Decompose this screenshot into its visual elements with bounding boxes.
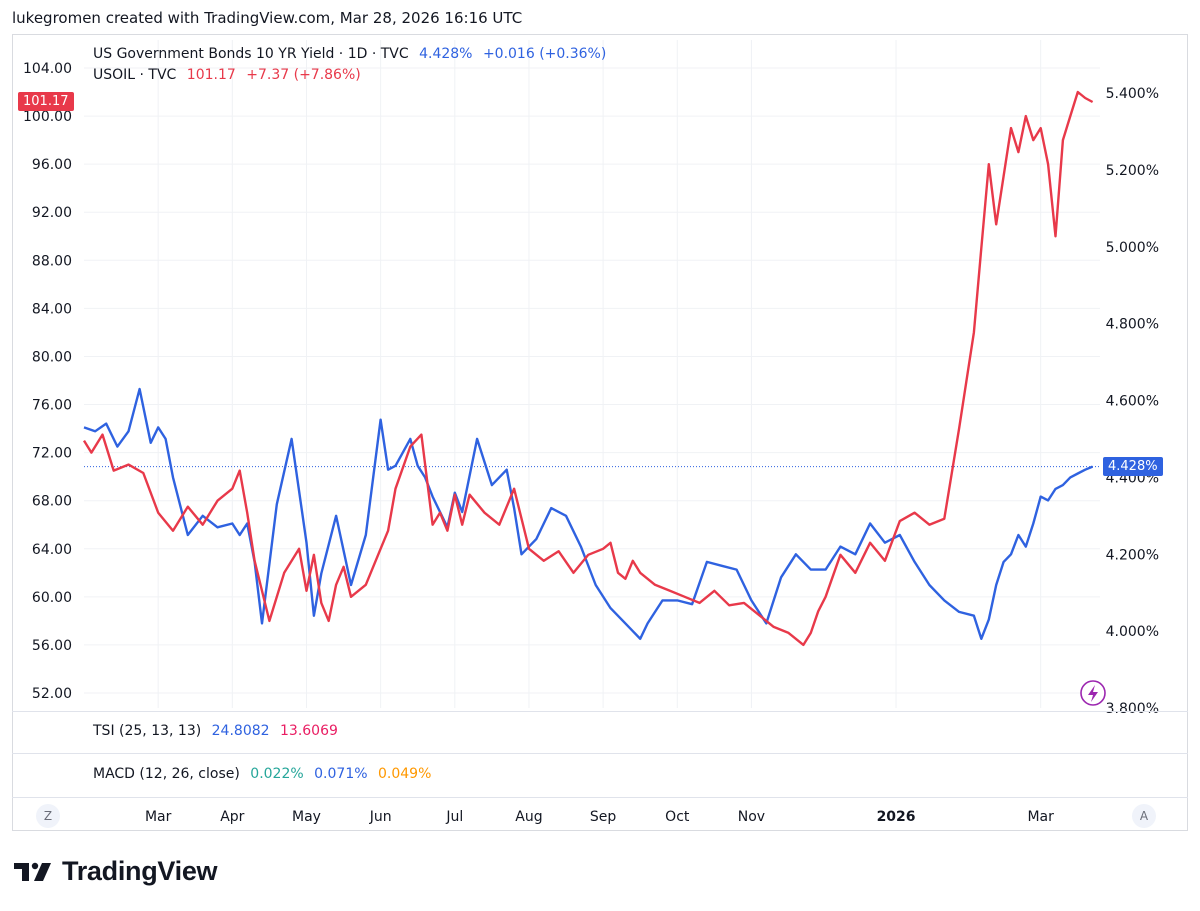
- left-tick-label: 72.00: [32, 446, 72, 462]
- right-tick-label: 4.600%: [1106, 394, 1159, 410]
- left-tick-label: 64.00: [32, 542, 72, 558]
- time-tick-label: Mar: [1027, 809, 1054, 825]
- left-tick-label: 60.00: [32, 590, 72, 606]
- macd-value-3: 0.049%: [377, 766, 432, 782]
- bond-legend-name: US Government Bonds 10 YR Yield · 1D · T…: [93, 46, 409, 62]
- left-tick-label: 96.00: [32, 157, 72, 173]
- left-tick-label: 68.00: [32, 494, 72, 510]
- time-axis: Mar Apr May Jun Jul Aug Sep Oct Nov 2026 Mar: [145, 809, 1054, 825]
- right-tick-label: 5.000%: [1106, 240, 1159, 256]
- time-tick-label: 2026: [877, 809, 916, 825]
- right-tick-label: 3.800%: [1106, 701, 1159, 717]
- pane-divider[interactable]: [12, 753, 1188, 754]
- left-tick-label: 56.00: [32, 638, 72, 654]
- macd-legend: MACD (12, 26, close) 0.022% 0.071% 0.049…: [93, 766, 437, 782]
- bond-legend-change: +0.016 (+0.36%): [482, 46, 607, 62]
- macd-value-2: 0.071%: [314, 766, 368, 782]
- left-tick-label: 52.00: [32, 686, 72, 702]
- tradingview-logo-icon: [14, 862, 51, 881]
- oil-legend-change: +7.37 (+7.86%): [246, 67, 361, 83]
- time-tick-label: Aug: [515, 809, 542, 825]
- bond-yield-series-line: [83, 387, 1094, 640]
- oil-legend: USOIL · TVC 101.17 +7.37 (+7.86%): [93, 67, 367, 83]
- lightning-icon[interactable]: [1080, 680, 1106, 706]
- left-tick-label: 104.00: [23, 61, 72, 77]
- left-tick-label: 80.00: [32, 349, 72, 365]
- left-price-axis: 104.00 100.00 96.00 92.00 88.00 84.00 80.00 76.…: [23, 61, 72, 702]
- oil-price-tag: 101.17: [18, 92, 74, 111]
- time-tick-label: Jul: [445, 809, 463, 825]
- right-tick-label: 4.800%: [1106, 317, 1159, 333]
- bond-legend: US Government Bonds 10 YR Yield · 1D · T…: [93, 46, 612, 62]
- time-tick-label: Apr: [220, 809, 244, 825]
- tsi-legend: TSI (25, 13, 13) 24.8082 13.6069: [93, 723, 344, 739]
- tsi-value-2: 13.6069: [280, 723, 338, 739]
- grid-layer: [84, 40, 1100, 708]
- left-tick-label: 76.00: [32, 398, 72, 414]
- left-tick-label: 92.00: [32, 205, 72, 221]
- right-price-axis: 5.400%5.200%5.000%4.800%4.600%4.400%4.20…: [1106, 86, 1159, 717]
- left-tick-label: 84.00: [32, 301, 72, 317]
- oil-series-line: [82, 90, 1094, 647]
- time-tick-label: Sep: [590, 809, 617, 825]
- bond-legend-value: 4.428%: [419, 46, 473, 62]
- right-tick-label: 5.400%: [1106, 86, 1159, 102]
- time-tick-label: Mar: [145, 809, 172, 825]
- zoom-left-button[interactable]: Z: [36, 804, 60, 828]
- oil-legend-value: 101.17: [186, 67, 236, 83]
- tradingview-brand[interactable]: TradingView: [14, 856, 218, 887]
- right-tick-label: 5.200%: [1106, 163, 1159, 179]
- auto-scale-button[interactable]: A: [1132, 804, 1156, 828]
- chart-svg[interactable]: 104.00 100.00 96.00 92.00 88.00 84.00 80.00 76.…: [0, 0, 1200, 840]
- tsi-value-1: 24.8082: [211, 723, 270, 739]
- right-tick-label: 4.200%: [1106, 547, 1159, 563]
- time-tick-label: Nov: [738, 809, 765, 825]
- pane-divider[interactable]: [12, 711, 1188, 712]
- brand-name: TradingView: [62, 856, 218, 886]
- chart-frame: [12, 34, 1188, 831]
- pane-divider[interactable]: [12, 797, 1188, 798]
- left-tick-label: 88.00: [32, 253, 72, 269]
- macd-label: MACD (12, 26, close): [93, 766, 240, 782]
- chart-credit: lukegromen created with TradingView.com,…: [12, 9, 523, 27]
- tsi-label: TSI (25, 13, 13): [93, 723, 202, 739]
- oil-legend-name: USOIL · TVC: [93, 67, 177, 83]
- bond-price-tag: 4.428%: [1103, 457, 1163, 476]
- time-tick-label: Oct: [665, 809, 690, 825]
- left-tick-label: 100.00: [23, 109, 72, 125]
- time-tick-label: May: [292, 809, 321, 825]
- time-tick-label: Jun: [369, 809, 392, 825]
- right-tick-label: 4.000%: [1106, 624, 1159, 640]
- macd-value-1: 0.022%: [250, 766, 304, 782]
